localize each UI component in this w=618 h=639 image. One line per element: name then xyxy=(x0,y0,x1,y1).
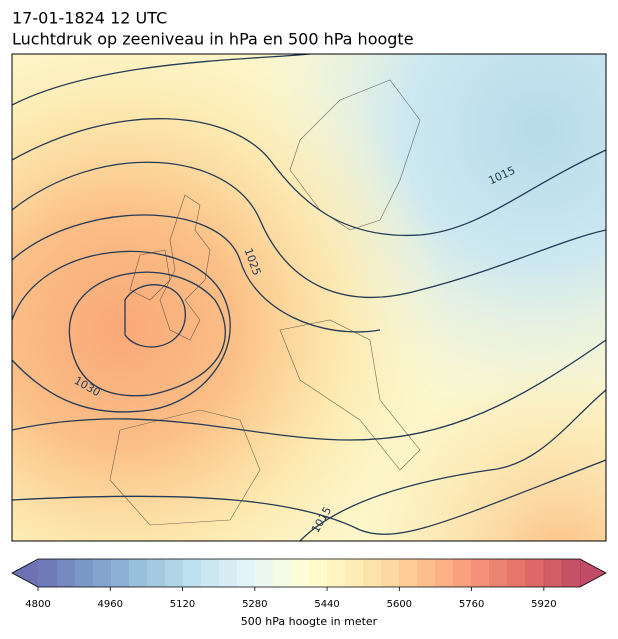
colorbar-tick-label: 5600 xyxy=(387,599,412,610)
map: 1015 1025 1030 1015 xyxy=(12,54,606,541)
colorbar-band xyxy=(272,559,292,587)
colorbar-band xyxy=(543,559,563,587)
colorbar-band xyxy=(399,559,418,587)
colorbar-band xyxy=(164,559,183,587)
colorbar-band xyxy=(507,559,527,587)
colorbar: 4800 4960 5120 5280 5440 5600 5760 5920 xyxy=(11,558,607,610)
colorbar-tick-label: 4960 xyxy=(98,599,123,610)
subtitle: Luchtdruk op zeeniveau in hPa en 500 hPa… xyxy=(12,30,414,49)
colorbar-band xyxy=(417,559,436,587)
colorbar-band xyxy=(345,559,364,587)
colorbar-band xyxy=(74,559,93,587)
colorbar-band xyxy=(471,559,490,587)
colorbar-band xyxy=(309,559,328,587)
colorbar-band xyxy=(561,559,581,587)
colorbar-band xyxy=(182,559,201,587)
colorbar-tick-label: 5760 xyxy=(459,599,484,610)
colorbar-tick-label: 5120 xyxy=(170,599,195,610)
colorbar-band xyxy=(254,559,274,587)
colorbar-band xyxy=(38,559,57,587)
colorbar-band xyxy=(290,559,310,587)
colorbar-tick-label: 5920 xyxy=(531,599,556,610)
colorbar-band xyxy=(453,559,472,587)
colorbar-tick-label: 4800 xyxy=(25,599,50,610)
colorbar-band xyxy=(381,559,400,587)
colorbar-band xyxy=(489,559,509,587)
colorbar-extend-high xyxy=(580,559,606,587)
colorbar-band xyxy=(128,559,147,587)
colorbar-band xyxy=(363,559,382,587)
title: 17-01-1824 12 UTC xyxy=(12,9,167,28)
colorbar-band xyxy=(146,559,165,587)
colorbar-extend-low xyxy=(12,559,38,587)
colorbar-tick-label: 5280 xyxy=(242,599,267,610)
colorbar-band xyxy=(327,559,346,587)
colorbar-band xyxy=(200,559,219,587)
colorbar-band xyxy=(110,559,129,587)
map-frame xyxy=(11,53,607,542)
colorbar-band xyxy=(218,559,238,587)
colorbar-band xyxy=(56,559,75,587)
colorbar-band xyxy=(525,559,545,587)
colorbar-band xyxy=(92,559,111,587)
colorbar-band xyxy=(236,559,256,587)
colorbar-band xyxy=(435,559,454,587)
colorbar-label: 500 hPa hoogte in meter xyxy=(241,615,378,628)
colorbar-tick-label: 5440 xyxy=(314,599,339,610)
